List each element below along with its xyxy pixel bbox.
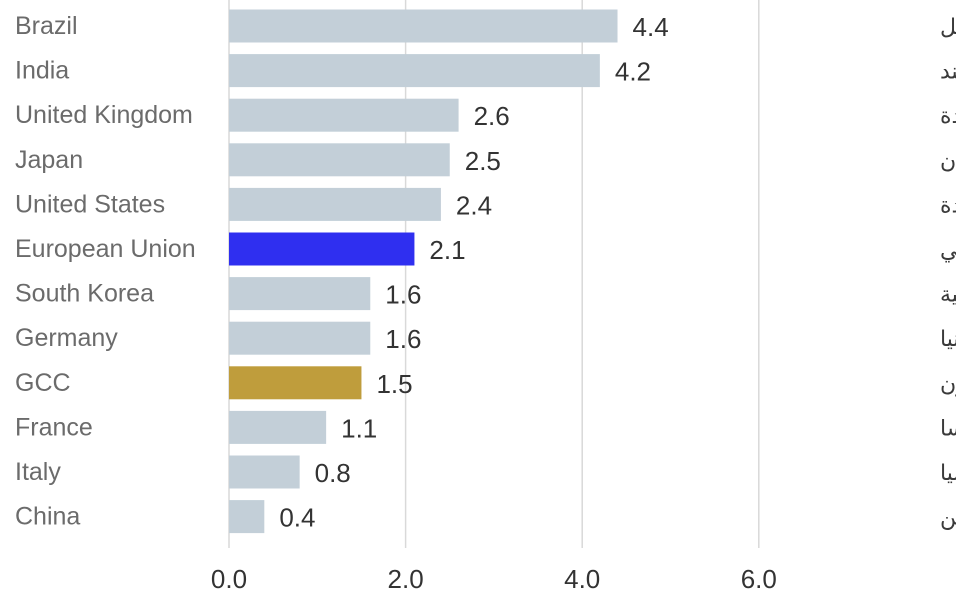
bar [229,143,450,177]
category-label-ar: ألمانيا [940,324,956,352]
category-label-en: European Union [15,235,196,263]
category-labels-english: Brazil India United Kingdom Japan United Sta… [15,12,196,531]
data-label: 1.6 [385,280,421,310]
category-label-ar: البرازيل [940,15,956,40]
bar [229,232,415,266]
bar [229,9,618,43]
bar [229,187,441,221]
category-labels-arabic: البرازيل الهند المملكة المتحدة اليابان الولا… [940,15,956,531]
category-label-ar: اليابان [940,149,956,174]
bar [229,455,300,489]
category-label-en: Germany [15,324,118,352]
bars [229,9,618,534]
bar [229,54,600,88]
category-label-en: Japan [15,146,83,174]
bar [229,366,362,400]
category-label-en: United Kingdom [15,101,193,129]
data-label: 1.1 [341,413,377,443]
category-label-en: United States [15,190,165,218]
category-label-ar: إيطاليا [940,461,956,486]
x-tick-label: 6.0 [741,564,777,590]
category-label-ar: فرنسا [940,416,956,441]
x-tick-label: 4.0 [564,564,600,590]
category-label-ar: كوريا الجنوبية [940,283,956,308]
data-label: 1.6 [385,324,421,354]
category-label-en: France [15,413,93,441]
bar [229,500,265,534]
x-axis-tick-labels: 0.0 2.0 4.0 6.0 [211,564,777,590]
data-label: 0.8 [315,458,351,488]
category-label-en: China [15,503,80,531]
data-label: 0.4 [279,503,315,533]
category-label-ar: المملكة المتحدة [940,104,956,129]
value-labels: 4.4 4.2 2.6 2.5 2.4 2.1 1.6 1.6 1.5 1.1 0.80.4 [279,12,668,533]
x-tick-label: 0.0 [211,564,247,590]
data-label: 1.5 [376,369,412,399]
category-label-en: GCC [15,369,71,397]
data-label: 2.5 [465,146,501,176]
category-label-en: India [15,57,69,85]
data-label: 2.4 [456,190,492,220]
category-label-ar: مجلس التعاون [940,372,956,397]
bar [229,98,459,132]
bar [229,277,371,311]
category-label-ar: الهند [940,60,956,85]
data-label: 4.2 [615,57,651,87]
category-label-ar: الاتحاد الأوروبي [940,236,956,263]
category-label-en: Italy [15,458,61,486]
data-label: 2.6 [474,101,510,131]
category-label-ar: الولايات المتحدة [940,193,956,218]
x-tick-label: 2.0 [388,564,424,590]
category-label-en: South Korea [15,280,154,308]
bar [229,321,371,355]
data-label: 2.1 [429,235,465,265]
data-label: 4.4 [633,12,669,42]
category-label-en: Brazil [15,12,78,40]
category-label-ar: الصين [940,506,956,531]
bar [229,410,327,444]
